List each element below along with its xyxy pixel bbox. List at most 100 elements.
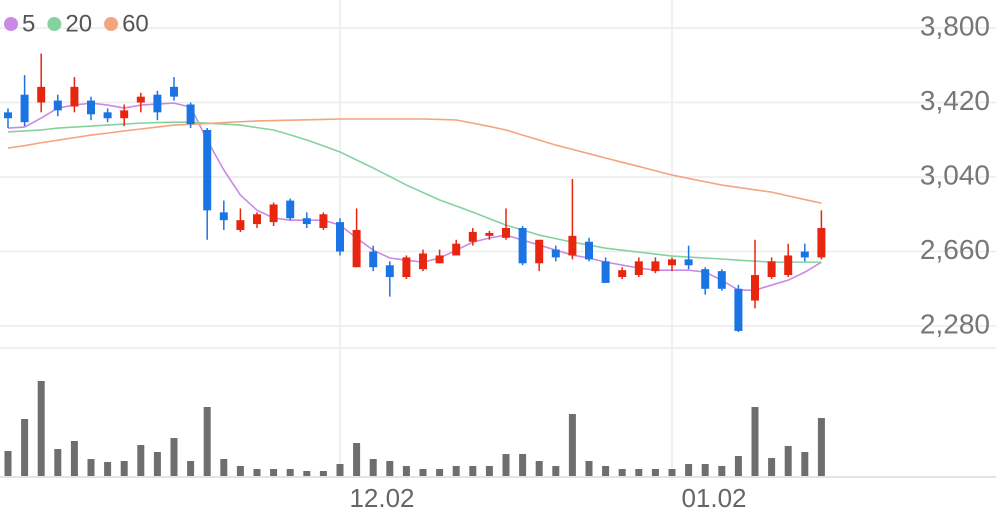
volume-bar: [187, 461, 195, 476]
candle-body: [70, 86, 79, 107]
volume-bar: [485, 466, 493, 476]
candle-body: [817, 228, 826, 258]
volume-bar: [602, 466, 610, 476]
candle-body: [717, 271, 726, 289]
candle-body: [419, 253, 427, 270]
candle-body: [634, 261, 643, 276]
candle-body: [37, 86, 46, 103]
legend-label: 20: [65, 10, 92, 37]
candle-body: [701, 269, 710, 289]
volume-bar: [319, 471, 327, 476]
candle-body: [319, 214, 328, 229]
volume-bar: [402, 466, 410, 476]
ma-line: [7, 102, 822, 291]
candle-body: [535, 239, 544, 264]
candle-body: [186, 104, 195, 125]
candle-body: [551, 249, 560, 258]
volume-bar: [817, 418, 825, 476]
candle-body: [20, 94, 29, 123]
candle-body: [286, 200, 295, 219]
candle-body: [568, 235, 577, 256]
volume-bar: [502, 454, 510, 476]
volume-bar: [236, 466, 244, 476]
candle-body: [452, 243, 461, 256]
legend-marker: [104, 17, 119, 31]
candle-body: [87, 100, 95, 115]
candle-body: [800, 251, 809, 258]
candle-body: [784, 255, 793, 276]
volume-bar: [203, 407, 211, 476]
volume-bar: [419, 469, 427, 476]
candle-body: [369, 251, 378, 268]
candle-body: [236, 220, 245, 230]
volume-bar: [153, 452, 161, 476]
candle-body: [402, 257, 411, 278]
candle-body: [253, 214, 261, 225]
volume-bar: [635, 469, 643, 476]
volume-bar: [519, 454, 527, 476]
volume-bar: [469, 466, 477, 476]
candle-body: [734, 288, 743, 331]
legend-label: 5: [22, 10, 35, 37]
candle-body: [668, 259, 676, 266]
volume-bar: [568, 414, 576, 476]
candle-body: [485, 232, 494, 236]
y-tick-label: 2,660: [920, 234, 990, 265]
volume-bar: [87, 459, 95, 476]
volume-bar: [286, 469, 294, 476]
volume-bar: [54, 449, 62, 476]
candle-body: [269, 204, 278, 223]
volume-bar: [751, 407, 759, 476]
candle-body: [651, 261, 660, 272]
volume-bar: [734, 456, 742, 476]
candle-body: [618, 270, 627, 278]
candle-body: [120, 110, 129, 119]
volume-bar: [452, 466, 460, 476]
volume-bar: [701, 464, 709, 476]
candle-body: [385, 265, 394, 278]
candle-body: [352, 229, 361, 268]
y-tick-label: 3,420: [920, 85, 990, 116]
candle-body: [4, 112, 12, 119]
candle-body: [518, 228, 527, 264]
candle-body: [336, 222, 344, 252]
candle-body: [302, 218, 311, 225]
ma-line: [7, 118, 822, 204]
volume-bar: [137, 445, 145, 476]
y-tick-label: 3,800: [920, 10, 990, 41]
volume-bar: [718, 466, 726, 476]
volume-bar: [220, 459, 228, 476]
candle-body: [153, 94, 162, 113]
volume-bar: [386, 461, 394, 476]
ma-line: [7, 121, 822, 263]
volume-bar: [436, 469, 444, 476]
volume-bar: [21, 419, 29, 476]
volume-bar: [784, 446, 792, 476]
volume-bar: [336, 464, 344, 476]
y-tick-label: 2,280: [920, 308, 990, 339]
volume-bar: [768, 458, 776, 476]
x-tick-label: 12.02: [349, 483, 414, 513]
candle-body: [219, 212, 228, 221]
volume-bar: [668, 469, 676, 476]
volume-bar: [535, 461, 543, 476]
legend-marker: [47, 17, 62, 31]
candle-body: [751, 275, 759, 301]
volume-bar: [618, 469, 626, 476]
candle-body: [203, 129, 212, 211]
legend-marker: [4, 17, 18, 31]
volume-bar: [70, 441, 78, 476]
x-tick-label: 01.02: [681, 483, 746, 513]
volume-bar: [170, 438, 178, 476]
candle-body: [435, 255, 444, 264]
volume-bar: [369, 459, 377, 476]
volume-bar: [353, 443, 361, 476]
y-tick-label: 3,040: [920, 159, 990, 190]
volume-bar: [120, 461, 128, 476]
candle-body: [170, 86, 178, 97]
candle-body: [767, 261, 776, 278]
legend-label: 60: [122, 10, 149, 37]
volume-bar: [552, 466, 560, 476]
candle-body: [468, 231, 477, 242]
